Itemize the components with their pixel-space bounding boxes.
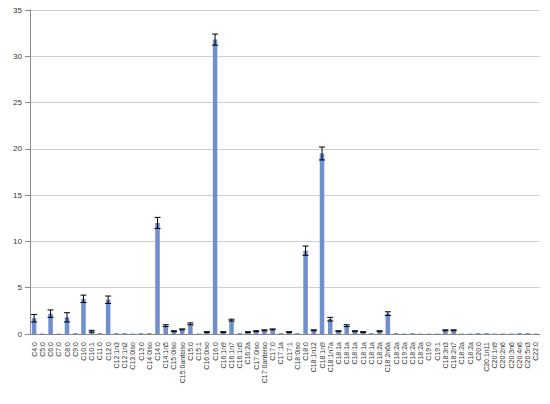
svg-text:C18:1n9: C18:1n9: [319, 342, 326, 369]
svg-text:C14:0: C14:0: [154, 342, 161, 361]
svg-text:C16:2a: C16:2a: [244, 342, 251, 365]
svg-text:C18:0: C18:0: [302, 342, 309, 361]
svg-text:C16:1n5: C16:1n5: [236, 342, 243, 369]
svg-text:C15:0: C15:0: [187, 342, 194, 361]
svg-text:C20:1n9: C20:1n9: [491, 342, 498, 369]
svg-text:C18:0iso: C18:0iso: [294, 342, 301, 370]
svg-text:0: 0: [18, 330, 23, 339]
svg-text:C18:1a: C18:1a: [335, 342, 342, 365]
svg-text:C20:1n11: C20:1n11: [483, 342, 490, 372]
svg-text:C19:1: C19:1: [434, 342, 441, 361]
svg-text:C17:0: C17:0: [269, 342, 276, 361]
svg-text:25: 25: [13, 98, 22, 107]
svg-text:C10:0: C10:0: [80, 342, 87, 361]
svg-text:C18:2n6a: C18:2n6a: [384, 342, 391, 372]
svg-text:30: 30: [13, 52, 22, 61]
svg-text:C17:0anteiso: C17:0anteiso: [261, 342, 268, 383]
svg-text:C14:1n5: C14:1n5: [162, 342, 169, 369]
svg-text:C22:0: C22:0: [532, 342, 539, 361]
svg-text:C15:1: C15:1: [195, 342, 202, 361]
svg-text:C7:0: C7:0: [55, 342, 62, 357]
svg-text:C17:0iso: C17:0iso: [253, 342, 260, 370]
svg-text:C15:0anteiso: C15:0anteiso: [179, 342, 186, 383]
svg-text:C18:1a: C18:1a: [343, 342, 350, 365]
svg-text:C18:3n3: C18:3n3: [442, 342, 449, 369]
svg-text:C15:0iso: C15:0iso: [170, 342, 177, 370]
svg-text:C16:1n9: C16:1n9: [220, 342, 227, 369]
svg-text:C18:1n7a: C18:1n7a: [327, 342, 334, 372]
svg-text:C4:0: C4:0: [31, 342, 38, 357]
svg-text:C6:0: C6:0: [47, 342, 54, 357]
svg-text:C18:1a: C18:1a: [368, 342, 375, 365]
svg-text:C8:0: C8:0: [64, 342, 71, 357]
svg-text:C10:1: C10:1: [88, 342, 95, 361]
svg-text:C12:0: C12:0: [105, 342, 112, 361]
svg-text:C13:0iso: C13:0iso: [129, 342, 136, 370]
svg-text:10: 10: [13, 237, 22, 246]
svg-text:C18:2a: C18:2a: [376, 342, 383, 365]
svg-text:C18:1a: C18:1a: [360, 342, 367, 365]
svg-text:C20:2n6: C20:2n6: [499, 342, 506, 369]
svg-text:C16:1n7: C16:1n7: [228, 342, 235, 369]
svg-text:C17:1: C17:1: [286, 342, 293, 361]
svg-text:C14:0iso: C14:0iso: [146, 342, 153, 370]
svg-text:C11:0: C11:0: [96, 342, 103, 360]
svg-text:C16:0iso: C16:0iso: [203, 342, 210, 370]
svg-text:C18:1a: C18:1a: [351, 342, 358, 365]
svg-text:C18:2a: C18:2a: [467, 342, 474, 365]
svg-text:C18:2a: C18:2a: [393, 342, 400, 365]
svg-text:C20:3n6: C20:3n6: [508, 342, 515, 369]
svg-text:C18:2a: C18:2a: [417, 342, 424, 365]
svg-text:C18:2n7: C18:2n7: [450, 342, 457, 369]
svg-text:15: 15: [13, 191, 22, 200]
svg-text:C12:1n2: C12:1n2: [121, 342, 128, 369]
svg-text:5: 5: [18, 283, 23, 292]
svg-text:C16:0: C16:0: [212, 342, 219, 361]
svg-text:C17:1a: C17:1a: [277, 342, 284, 365]
svg-text:C20:5n3: C20:5n3: [524, 342, 531, 369]
svg-text:C12:1n3: C12:1n3: [113, 342, 120, 369]
svg-text:C18:2a: C18:2a: [409, 342, 416, 365]
svg-text:C19:0: C19:0: [425, 342, 432, 361]
svg-text:C20:0: C20:0: [475, 342, 482, 361]
svg-text:20: 20: [13, 144, 22, 153]
svg-text:C18:1n12: C18:1n12: [310, 342, 317, 372]
svg-text:C5:0: C5:0: [39, 342, 46, 357]
svg-text:C18:2a: C18:2a: [458, 342, 465, 365]
svg-text:35: 35: [13, 6, 22, 15]
svg-text:C19:2a: C19:2a: [401, 342, 408, 365]
svg-text:C20:4n6: C20:4n6: [516, 342, 523, 369]
svg-text:C13:0: C13:0: [138, 342, 145, 361]
svg-text:C9:0: C9:0: [72, 342, 79, 357]
